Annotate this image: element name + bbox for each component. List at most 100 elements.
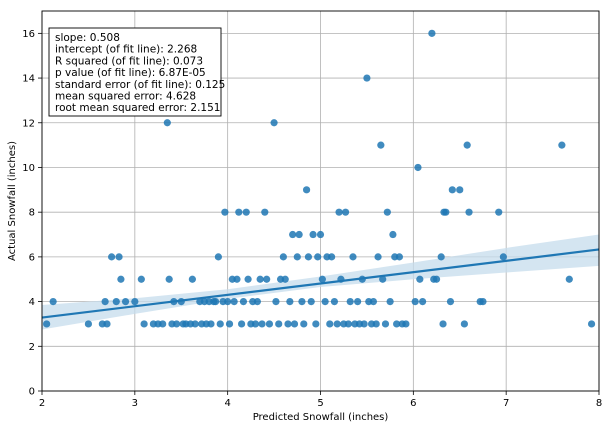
data-point: [442, 208, 450, 216]
data-point: [286, 297, 294, 306]
data-point: [369, 297, 378, 306]
data-point: [304, 253, 313, 261]
data-point: [108, 253, 116, 261]
data-point: [298, 297, 306, 306]
data-point: [140, 320, 148, 328]
data-point: [117, 275, 125, 283]
data-point: [251, 320, 260, 328]
data-point: [230, 297, 238, 306]
data-point: [112, 297, 120, 306]
data-point: [239, 297, 248, 306]
data-point: [432, 275, 441, 283]
data-point: [275, 320, 283, 328]
data-point: [321, 297, 329, 306]
data-point: [446, 297, 455, 306]
data-point: [416, 275, 424, 283]
data-point: [165, 275, 173, 283]
fit-line-segment: [41, 248, 600, 319]
data-point: [558, 141, 566, 149]
data-point: [295, 230, 303, 239]
data-point: [173, 320, 181, 328]
data-point: [383, 208, 391, 216]
x-tick-label: 4: [224, 398, 230, 409]
data-point: [318, 275, 326, 283]
y-tick-label: 12: [22, 118, 35, 129]
data-point: [211, 297, 220, 306]
data-point: [263, 275, 271, 283]
data-point: [439, 320, 447, 328]
data-point: [386, 297, 394, 306]
y-tick-label: 14: [22, 74, 35, 85]
stats-line: mean squared error: 4.628: [55, 91, 196, 103]
data-point: [328, 253, 336, 261]
data-point: [448, 186, 456, 194]
data-point: [253, 297, 261, 306]
data-point: [393, 320, 401, 328]
x-tick-label: 8: [596, 398, 602, 409]
data-point: [163, 119, 171, 127]
data-point: [207, 320, 215, 328]
data-point: [235, 208, 243, 216]
data-point: [335, 208, 343, 216]
data-point: [281, 275, 289, 283]
data-point: [344, 320, 352, 328]
data-point: [456, 186, 464, 194]
data-point: [137, 275, 145, 283]
x-axis-ticks: 2 3 4 5 6 7 8: [39, 391, 602, 409]
data-point: [374, 253, 382, 261]
data-point: [131, 297, 139, 306]
x-tick-label: 3: [132, 398, 138, 409]
data-point: [381, 320, 390, 328]
stats-line: root mean squared error: 2.151: [55, 102, 220, 114]
y-tick-label: 10: [22, 163, 35, 174]
data-point: [414, 163, 422, 172]
data-point: [233, 275, 241, 283]
data-point: [330, 297, 339, 306]
data-point: [272, 297, 280, 306]
data-point: [237, 320, 246, 328]
data-point: [395, 253, 404, 261]
data-point: [261, 208, 269, 216]
y-tick-label: 2: [29, 342, 35, 353]
data-point: [115, 253, 123, 261]
data-point: [565, 275, 573, 283]
data-point: [316, 230, 325, 239]
data-point: [437, 253, 445, 261]
data-point: [419, 297, 427, 306]
y-tick-label: 6: [29, 252, 35, 263]
data-point: [463, 141, 471, 149]
data-point: [300, 320, 308, 328]
data-point: [379, 275, 387, 283]
data-point: [312, 320, 320, 328]
data-point: [360, 320, 368, 328]
x-tick-label: 6: [410, 398, 416, 409]
data-point: [309, 230, 317, 239]
data-point: [101, 297, 109, 306]
stats-line: intercept (of fit line): 2.268: [55, 44, 197, 56]
data-point: [224, 297, 232, 306]
data-point: [341, 208, 350, 216]
data-point: [121, 297, 130, 306]
stats-box-border: [48, 27, 222, 117]
data-point: [465, 208, 473, 216]
y-axis-label: Actual Snowfall (inches): [7, 141, 18, 261]
data-point: [242, 208, 250, 216]
data-point: [499, 253, 507, 261]
data-point: [244, 275, 252, 283]
data-point: [428, 29, 436, 37]
x-tick-label: 7: [503, 398, 509, 409]
data-point: [333, 320, 341, 328]
data-point: [258, 320, 266, 328]
stats-line: standard error (of fit line): 0.125: [55, 79, 225, 91]
x-tick-label: 2: [39, 398, 45, 409]
data-point: [221, 208, 229, 216]
data-point: [159, 320, 167, 328]
fit-line: [41, 248, 600, 319]
data-point: [349, 253, 357, 261]
data-point: [479, 297, 487, 306]
data-point: [363, 74, 371, 82]
data-point: [354, 297, 362, 306]
y-tick-label: 8: [29, 208, 35, 219]
